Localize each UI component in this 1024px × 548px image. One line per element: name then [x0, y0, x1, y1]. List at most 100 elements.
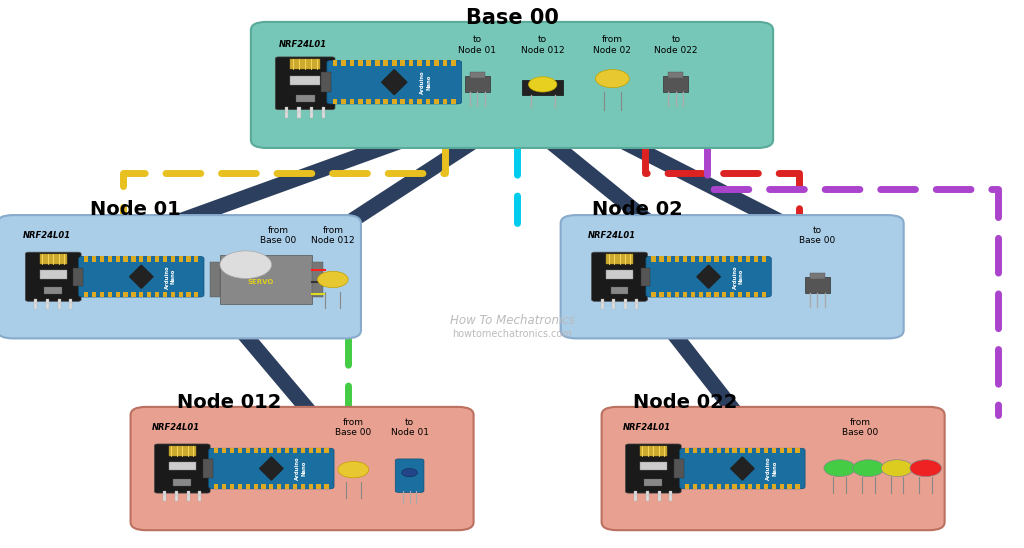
Bar	[606, 270, 633, 278]
Bar	[722, 256, 726, 261]
Bar	[155, 256, 159, 261]
Bar	[426, 60, 430, 66]
Bar	[717, 484, 721, 489]
Text: from
Base 00: from Base 00	[335, 418, 372, 437]
Bar	[717, 448, 721, 453]
Polygon shape	[260, 457, 283, 480]
FancyBboxPatch shape	[251, 22, 773, 148]
Bar	[124, 292, 128, 298]
FancyBboxPatch shape	[79, 256, 204, 297]
Circle shape	[528, 77, 557, 92]
Text: Arduino
Nano: Arduino Nano	[766, 456, 777, 481]
Bar	[635, 303, 638, 309]
Bar	[772, 484, 776, 489]
Bar	[762, 256, 766, 261]
FancyBboxPatch shape	[0, 215, 360, 339]
Bar	[668, 292, 672, 298]
Bar	[470, 72, 484, 78]
Text: NRF24L01: NRF24L01	[588, 231, 636, 240]
Bar	[169, 462, 196, 470]
Bar	[186, 292, 190, 298]
FancyBboxPatch shape	[626, 444, 681, 493]
Bar	[745, 292, 750, 298]
Bar	[392, 99, 396, 105]
Bar	[701, 448, 706, 453]
Bar	[691, 292, 695, 298]
Bar	[443, 99, 447, 105]
Text: Arduino
Nano: Arduino Nano	[295, 456, 306, 481]
Bar	[635, 495, 638, 501]
Bar	[707, 292, 711, 298]
FancyBboxPatch shape	[26, 252, 81, 301]
Bar	[383, 99, 388, 105]
FancyBboxPatch shape	[592, 252, 647, 301]
Bar	[400, 60, 406, 66]
Bar	[418, 99, 422, 105]
Bar	[465, 76, 489, 92]
Bar	[139, 256, 143, 261]
Circle shape	[853, 460, 884, 477]
Bar	[186, 495, 189, 501]
Bar	[92, 256, 96, 261]
Text: NRF24L01: NRF24L01	[279, 41, 327, 49]
Bar	[269, 484, 273, 489]
Bar	[669, 495, 672, 501]
Circle shape	[910, 460, 941, 477]
Text: NRF24L01: NRF24L01	[623, 423, 671, 432]
Bar	[155, 292, 159, 298]
Text: SERVO: SERVO	[248, 279, 274, 285]
Bar	[434, 60, 439, 66]
Bar	[285, 484, 289, 489]
Bar	[349, 60, 354, 66]
Bar	[349, 99, 354, 105]
Bar	[738, 256, 742, 261]
Bar	[685, 448, 689, 453]
Circle shape	[401, 469, 418, 477]
Bar	[269, 448, 273, 453]
Bar	[323, 107, 326, 113]
Bar	[452, 99, 456, 105]
Bar	[173, 479, 191, 486]
Bar	[261, 484, 265, 489]
Bar	[367, 99, 371, 105]
Text: to
Base 00: to Base 00	[799, 226, 836, 246]
Bar	[738, 292, 742, 298]
Bar	[238, 448, 242, 453]
Bar	[749, 484, 753, 489]
Bar	[321, 72, 331, 92]
Bar	[730, 256, 734, 261]
Bar	[175, 490, 178, 496]
Text: to
Node 01: to Node 01	[390, 418, 429, 437]
Bar	[635, 299, 638, 304]
Bar	[341, 60, 345, 66]
Bar	[293, 484, 297, 489]
Bar	[230, 448, 234, 453]
Bar	[624, 303, 627, 309]
Bar	[186, 490, 189, 496]
Bar	[612, 299, 615, 304]
Text: NRF24L01: NRF24L01	[152, 423, 200, 432]
Bar	[310, 107, 313, 113]
Bar	[701, 484, 706, 489]
Text: Node 012: Node 012	[177, 393, 282, 412]
Bar	[606, 254, 633, 264]
Text: to
Node 012: to Node 012	[521, 35, 564, 55]
Bar	[163, 256, 167, 261]
FancyBboxPatch shape	[561, 215, 903, 339]
Bar	[195, 256, 199, 261]
Bar	[400, 99, 406, 105]
Bar	[707, 256, 711, 261]
Polygon shape	[697, 265, 720, 288]
Bar	[659, 256, 664, 261]
Bar	[246, 448, 250, 453]
Bar	[116, 292, 120, 298]
Bar	[164, 490, 167, 496]
Bar	[452, 60, 456, 66]
Bar	[84, 256, 88, 261]
Bar	[139, 292, 143, 298]
Bar	[522, 80, 563, 95]
Bar	[651, 292, 655, 298]
Bar	[624, 299, 627, 304]
Text: Node 02: Node 02	[592, 200, 683, 219]
Bar	[297, 107, 300, 113]
